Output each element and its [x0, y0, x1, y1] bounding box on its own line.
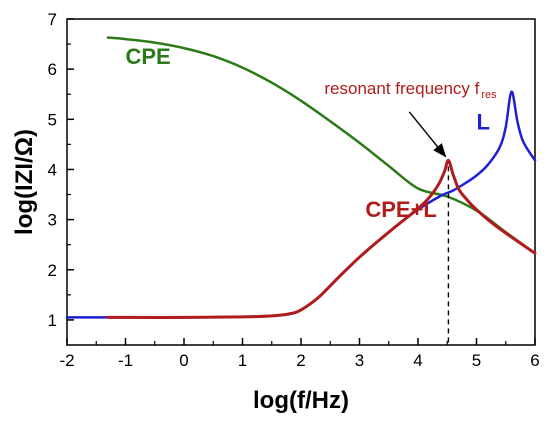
series-label-cpe: CPE	[126, 44, 171, 69]
series-line-cpe-l	[106, 158, 537, 319]
y-tick-label: 3	[48, 211, 57, 230]
series-label-l: L	[477, 109, 490, 134]
x-tick-label: 0	[179, 351, 188, 370]
x-tick-label: 3	[355, 351, 364, 370]
x-tick-label: -2	[59, 351, 74, 370]
series-line-cpe	[106, 36, 537, 255]
x-tick-label: 2	[296, 351, 305, 370]
y-axis-title: log(IZI/Ω)	[11, 129, 38, 235]
y-tick-label: 4	[48, 160, 57, 179]
resonance-arrow	[408, 111, 447, 158]
x-tick-label: -1	[118, 351, 133, 370]
plot-area: -2 -1 0 1 2 3 4 5 6 1 2 3 4 5 6 7 log(f/Hz) log(IZI/Ω) CPE…	[11, 10, 540, 414]
y-tick-label: 2	[48, 261, 57, 280]
resonance-label-subscript: res	[481, 89, 497, 101]
x-tick-label: 1	[238, 351, 247, 370]
y-tick-label: 5	[48, 110, 57, 129]
y-tick-label: 7	[48, 10, 57, 29]
y-tick-label: 1	[48, 311, 57, 330]
x-axis-title: log(f/Hz)	[253, 387, 349, 414]
x-tick-label: 6	[530, 351, 539, 370]
x-tick-label: 5	[472, 351, 481, 370]
y-tick-label: 6	[48, 60, 57, 79]
x-tick-label: 4	[413, 351, 422, 370]
resonance-label-main: resonant frequency f	[324, 79, 479, 98]
resonance-label: resonant frequency f res	[324, 79, 497, 101]
series-label-cpe-l: CPE+L	[365, 197, 437, 222]
